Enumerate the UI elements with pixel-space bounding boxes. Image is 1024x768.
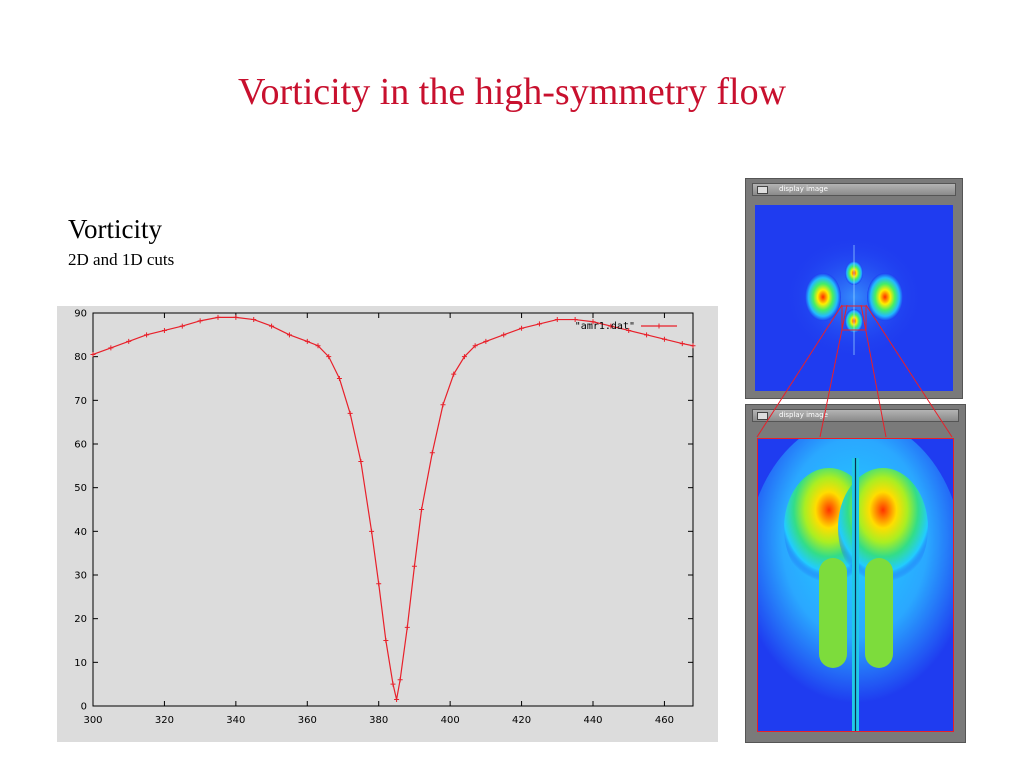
data-point [461, 354, 467, 360]
x-tick-label: 400 [441, 715, 460, 726]
data-point [315, 343, 321, 349]
data-point [419, 507, 425, 512]
data-point [429, 450, 435, 456]
y-tick-label: 0 [81, 702, 87, 713]
window-titlebar[interactable]: display image [752, 409, 959, 422]
data-point [383, 638, 389, 643]
data-point [440, 402, 446, 408]
data-point [472, 343, 478, 349]
data-point [554, 317, 560, 323]
y-tick-label: 90 [74, 309, 87, 320]
data-point [501, 332, 507, 338]
vorticity-2d-zoom-image [757, 438, 954, 732]
data-point [483, 338, 489, 344]
data-point [197, 318, 203, 324]
x-tick-label: 380 [369, 715, 388, 726]
window-titlebar[interactable]: display image [752, 183, 956, 196]
vorticity-field-zoom [757, 438, 954, 732]
data-point [404, 624, 410, 630]
y-tick-label: 40 [74, 527, 87, 538]
data-point [519, 325, 525, 331]
x-tick-label: 440 [583, 715, 602, 726]
data-point [572, 317, 578, 323]
display-window-bottom[interactable]: display image [745, 404, 966, 743]
data-point [690, 343, 696, 349]
data-point [108, 345, 114, 351]
data-point [336, 376, 342, 381]
data-point [347, 410, 353, 416]
y-tick-label: 30 [74, 571, 87, 582]
data-point [590, 319, 596, 325]
y-tick-label: 50 [74, 483, 87, 494]
window-title: display image [779, 185, 828, 193]
y-tick-label: 70 [74, 396, 87, 407]
data-point [286, 332, 292, 338]
x-tick-label: 460 [655, 715, 674, 726]
section-title: Vorticity [68, 214, 162, 244]
data-point [397, 677, 403, 683]
data-point [608, 323, 614, 329]
data-point [326, 354, 332, 360]
window-title: display image [779, 411, 828, 419]
data-point [161, 327, 167, 333]
vorticity-1d-cut-chart: 300 320 340 360 380 400 420 440 460 0 10 20 30 40 50 60… [57, 306, 718, 742]
legend-label: "amr1.dat" [575, 321, 635, 332]
data-point [679, 341, 685, 347]
data-point [394, 696, 400, 702]
data-point [661, 336, 667, 342]
data-point [144, 332, 150, 338]
x-tick-label: 320 [155, 715, 174, 726]
window-menu-icon[interactable] [757, 186, 768, 194]
section-subtitle: 2D and 1D cuts [68, 250, 175, 269]
plot-background [57, 306, 718, 742]
data-point [269, 323, 275, 329]
data-point [411, 563, 417, 569]
data-point [369, 528, 375, 534]
y-tick-label: 10 [74, 658, 87, 669]
display-window-top[interactable]: display image [745, 178, 963, 399]
data-point [376, 581, 382, 587]
vorticity-2d-image [755, 205, 953, 391]
data-point [233, 314, 239, 320]
window-menu-icon[interactable] [757, 412, 768, 420]
data-point [304, 338, 310, 344]
data-point [90, 351, 96, 357]
plot-frame [92, 312, 694, 707]
x-tick-label: 300 [83, 715, 102, 726]
legend-marker [656, 323, 662, 329]
slide-title: Vorticity in the high-symmetry flow [237, 71, 787, 113]
data-point [251, 317, 257, 323]
data-point [126, 338, 132, 344]
x-tick-label: 420 [512, 715, 531, 726]
x-tick-label: 360 [298, 715, 317, 726]
y-tick-label: 20 [74, 614, 87, 625]
data-point [179, 323, 185, 329]
data-point [390, 681, 396, 687]
data-point [451, 371, 457, 377]
vorticity-field-overview [784, 235, 924, 359]
data-point [644, 332, 650, 338]
y-tick-label: 60 [74, 440, 87, 451]
y-tick-label: 80 [74, 352, 87, 363]
data-point [626, 327, 632, 333]
data-point [215, 314, 221, 320]
x-tick-label: 340 [226, 715, 245, 726]
data-point [358, 458, 364, 464]
data-point [536, 321, 542, 327]
